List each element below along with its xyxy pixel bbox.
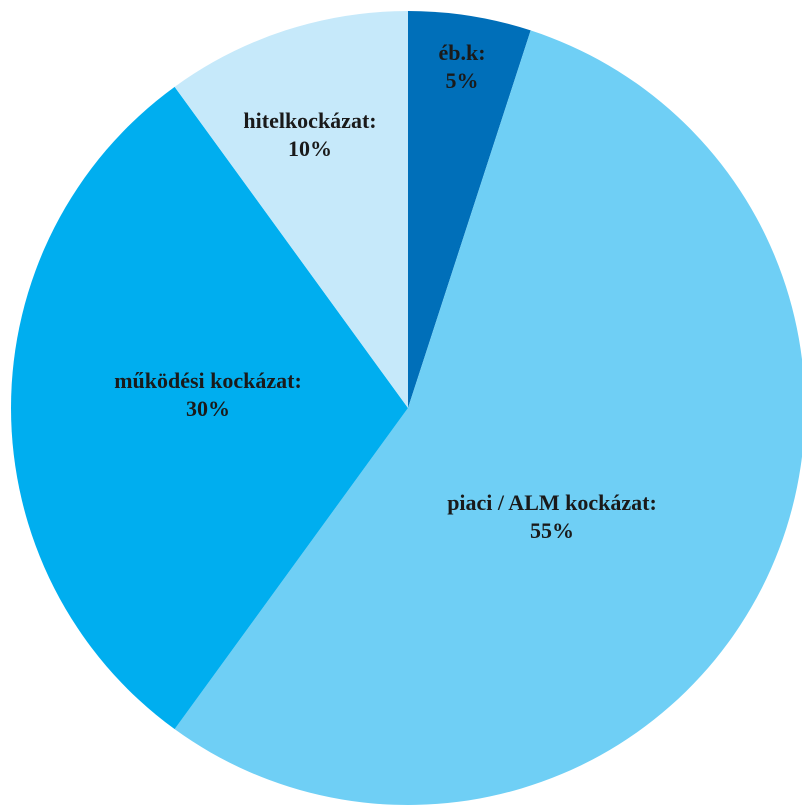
pie-slice (174, 11, 408, 408)
pie-slice (408, 11, 531, 408)
slice-label: éb.k: (438, 40, 485, 65)
slice-label: piaci / ALM kockázat: (447, 490, 657, 515)
pie-labels: éb.k: 5% piaci / ALM kockázat: 55% működési … (114, 40, 657, 543)
slice-value-label: 5% (446, 68, 479, 93)
slice-label: működési kockázat: (114, 368, 302, 393)
slice-value-label: 30% (186, 396, 230, 421)
pie-slices (11, 11, 802, 805)
slice-value-label: 55% (530, 518, 574, 543)
slice-label: hitelkockázat: (243, 108, 376, 133)
slice-value-label: 10% (288, 136, 332, 161)
pie-slice (174, 30, 802, 805)
pie-slice (11, 86, 408, 730)
